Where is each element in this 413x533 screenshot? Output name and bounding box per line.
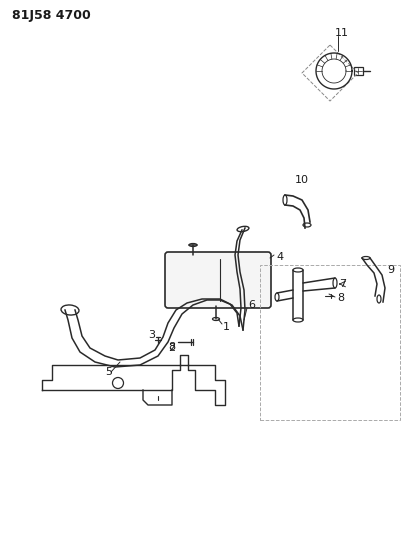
Ellipse shape: [377, 295, 381, 303]
Ellipse shape: [283, 195, 287, 205]
Text: 5: 5: [105, 367, 112, 377]
Text: 81J58 4700: 81J58 4700: [12, 9, 91, 21]
Ellipse shape: [275, 293, 279, 301]
Ellipse shape: [237, 227, 249, 232]
Ellipse shape: [333, 278, 337, 288]
Text: 11: 11: [335, 28, 349, 38]
Text: 2: 2: [168, 343, 175, 353]
Ellipse shape: [61, 305, 79, 315]
Text: 4: 4: [276, 252, 283, 262]
Text: 8: 8: [168, 342, 175, 352]
FancyBboxPatch shape: [165, 252, 271, 308]
Text: 7: 7: [339, 279, 346, 289]
Text: 6: 6: [248, 300, 255, 310]
Text: 1: 1: [223, 322, 230, 332]
Bar: [260, 265, 400, 420]
Ellipse shape: [293, 268, 303, 272]
Ellipse shape: [362, 256, 370, 260]
Text: 3: 3: [148, 330, 155, 340]
Text: 8: 8: [337, 293, 344, 303]
Text: 10: 10: [295, 175, 309, 185]
Text: 9: 9: [387, 265, 394, 275]
Ellipse shape: [213, 318, 219, 320]
Bar: [354, 67, 363, 75]
Ellipse shape: [303, 223, 311, 227]
Ellipse shape: [293, 318, 303, 322]
Ellipse shape: [189, 244, 197, 246]
